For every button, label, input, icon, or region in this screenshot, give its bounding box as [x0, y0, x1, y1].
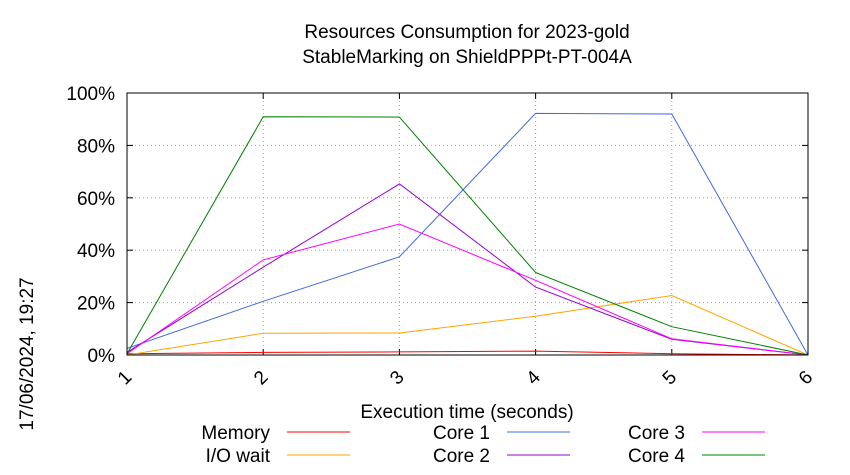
x-axis-label: Execution time (seconds): [360, 402, 573, 423]
x-tick-label: 4: [523, 367, 546, 390]
y-tick-label: 0%: [88, 346, 116, 367]
y-tick-label: 100%: [66, 84, 115, 105]
y-tick-label: 40%: [77, 241, 115, 262]
y-axis-ticks: 0% 20% 40% 60% 80% 100%: [66, 84, 808, 367]
plot-frame: [126, 92, 809, 356]
legend-label-core-2: Core 2: [433, 446, 490, 467]
y-tick-label: 80%: [77, 136, 115, 157]
series-line-i-o-wait: [126, 294, 809, 356]
y-tick-label: 60%: [77, 189, 115, 210]
series-line-core-3: [126, 223, 809, 356]
x-tick-label: 6: [795, 367, 817, 389]
legend-label-core-1: Core 1: [433, 423, 490, 444]
legend-label-memory: Memory: [201, 423, 270, 444]
chart-title-line-1: Resources Consumption for 2023-gold: [304, 22, 629, 43]
series-line-memory: [126, 350, 809, 356]
series-line-core-4: [126, 116, 809, 356]
x-tick-label: 1: [114, 367, 136, 389]
series-line-core-2: [126, 183, 809, 356]
x-tick-label: 2: [250, 367, 272, 389]
legend-label-core-4: Core 4: [628, 446, 685, 467]
x-axis-ticks: 1 2 3 4 5 6: [114, 93, 817, 389]
chart-title-line-2: StableMarking on ShieldPPPt-PT-004A: [302, 47, 632, 68]
gridlines: [127, 93, 808, 355]
y-tick-label: 20%: [77, 294, 115, 315]
series-line-core-1: [126, 112, 809, 356]
legend-label-core-3: Core 3: [628, 423, 685, 444]
series-lines: [126, 112, 809, 356]
legend-label-i-o-wait: I/O wait: [206, 446, 271, 467]
timestamp-label: 17/06/2024, 19:27: [17, 277, 38, 430]
x-tick-label: 5: [659, 367, 681, 389]
x-tick-label: 3: [386, 367, 408, 389]
